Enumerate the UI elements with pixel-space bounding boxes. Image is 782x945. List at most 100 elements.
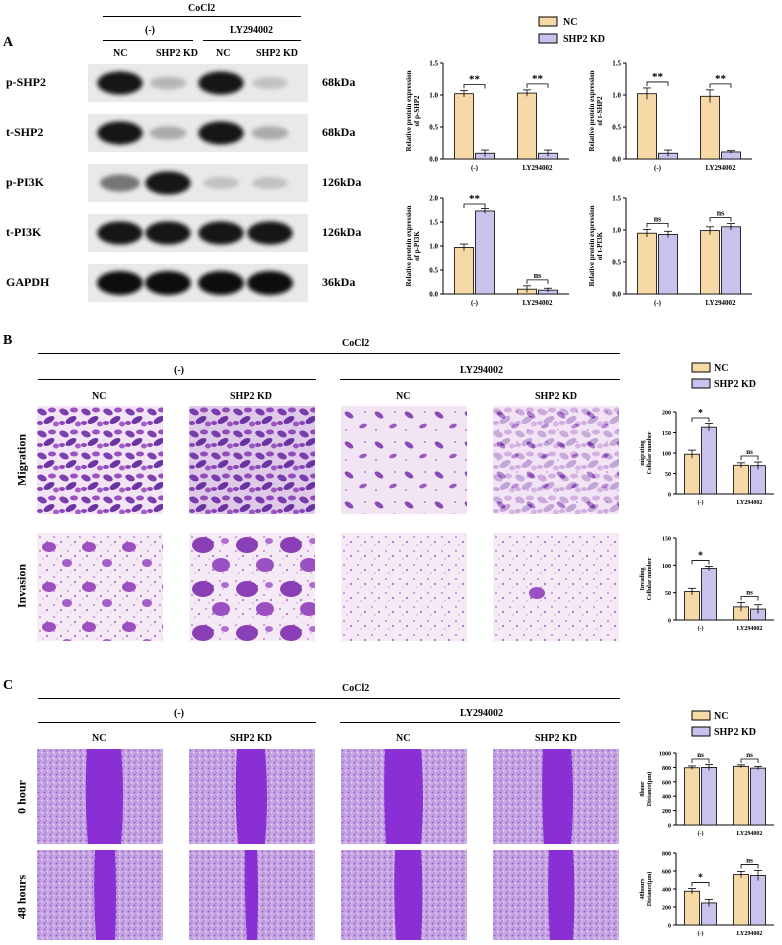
blot-strip (88, 114, 308, 152)
bar (637, 232, 657, 295)
x-tick-label: LY294002 (737, 831, 763, 837)
significance-mark: ns (746, 857, 753, 865)
x-tick-label: LY294002 (522, 299, 553, 307)
scratch-0h-neg-kd (189, 749, 315, 844)
y-axis-label-line: Distance(μm) (646, 772, 653, 806)
micrograph-invasion-ly-nc (341, 533, 467, 641)
y-tick-label: 1000 (659, 752, 671, 758)
bar (750, 767, 766, 826)
legend-label-nc: NC (563, 17, 577, 28)
blot-band (252, 176, 288, 190)
protein-label: p-PI3K (6, 175, 45, 189)
y-axis-label: 48hours Distance(μm) (640, 872, 653, 906)
y-tick-label: 0.0 (429, 156, 438, 164)
blot-band (251, 126, 289, 140)
blot-band (198, 121, 244, 145)
significance-mark: ns (746, 448, 753, 456)
significance-mark: ** (652, 71, 664, 83)
legend-a: NC SHP2 KD (538, 16, 605, 45)
significance-bracket (526, 83, 549, 88)
scratch-48h-neg-nc (37, 850, 163, 940)
significance-bracket (691, 560, 710, 565)
y-axis-label: 0hour Distance(μm) (640, 772, 653, 806)
y-axis-label-line: Distance(μm) (646, 872, 653, 906)
significance-bracket (646, 81, 669, 86)
y-axis-label-line: of p-PI3K (413, 231, 421, 261)
lane-label: NC (113, 48, 128, 59)
scratch-48h-neg-kd (189, 850, 315, 940)
y-axis-label-line: 48hours (640, 878, 646, 899)
cocl2-header-c: CoCl2 (342, 683, 370, 694)
y-tick-label: 0.5 (429, 124, 438, 132)
blot-strip (88, 214, 308, 252)
blot-band (145, 221, 191, 245)
micrograph-invasion-neg-kd (189, 533, 315, 641)
y-tick-label: 1.0 (612, 92, 621, 100)
micrograph-invasion-ly-kd (493, 533, 619, 641)
group-line-neg-a (103, 40, 193, 41)
significance-mark: * (698, 873, 703, 884)
bar-chart-0hour: 0 200 400 600 800 1000 0hour Distance(μm) (-) ns L… (640, 751, 774, 837)
y-axis-label-line: of t-SHP2 (596, 96, 604, 126)
bar (733, 464, 749, 495)
significance-bracket (740, 596, 759, 601)
micrograph-migration-neg-kd (189, 406, 315, 514)
legend-label-nc: NC (714, 363, 728, 374)
y-axis-label-line: of p-SHP2 (413, 95, 421, 126)
bar-chart-p-pi3k: 0.0 0.5 1.0 1.5 2.0 Relative protein expressi… (405, 193, 569, 307)
x-tick-label: LY294002 (737, 500, 763, 506)
blot-band (149, 126, 187, 140)
significance-bracket (709, 83, 732, 88)
kda-label: 36kDa (322, 275, 356, 289)
micrograph-invasion-neg-nc (37, 533, 163, 641)
kda-label: 126kDa (322, 175, 362, 189)
cocl2-line-a (103, 16, 301, 17)
column-label: NC (92, 733, 107, 744)
significance-bracket (740, 758, 759, 763)
lane-label: SHP2 KD (156, 48, 198, 59)
legend-label-kd: SHP2 KD (714, 379, 756, 390)
blot-band (97, 271, 143, 295)
significance-mark: ** (532, 73, 544, 85)
y-tick-label: 100 (662, 564, 671, 570)
blot-band (198, 221, 244, 245)
legend-swatch-kd (538, 33, 558, 44)
x-tick-label: LY294002 (705, 164, 736, 172)
y-tick-label: 1.0 (429, 92, 438, 100)
bar (701, 766, 717, 826)
bar (637, 93, 657, 160)
y-axis-label-line: Cellular number (647, 431, 653, 474)
micrograph-migration-neg-nc (37, 406, 163, 514)
significance-mark: * (698, 408, 703, 419)
blot-band (247, 271, 293, 295)
group-line-ly-a (203, 40, 301, 41)
bar-chart-48hours: 0 200 400 600 800 48hours Distance(μm) (-) * LY29… (640, 852, 774, 937)
column-label: NC (396, 391, 411, 402)
significance-mark: ** (715, 73, 727, 85)
bar (658, 234, 678, 295)
cocl2-line-b (38, 353, 620, 354)
group-line-neg-b (38, 379, 316, 380)
significance-mark: ns (746, 751, 753, 759)
protein-label: p-SHP2 (6, 75, 47, 89)
significance-mark: ** (469, 74, 481, 86)
group-label-ly-c: LY294002 (460, 708, 503, 719)
y-tick-label: 0 (668, 619, 671, 625)
significance-mark: * (698, 550, 703, 561)
column-label: SHP2 KD (535, 733, 577, 744)
y-tick-label: 800 (662, 766, 671, 772)
group-label-neg-c: (-) (174, 708, 184, 719)
y-tick-label: 800 (662, 852, 671, 858)
y-axis-label-line: migrating (640, 440, 646, 465)
y-axis-label-line: of t-PI3K (596, 231, 604, 260)
y-axis-label-line: 0hour (640, 781, 646, 797)
blot-strip (88, 64, 308, 102)
y-axis-label-line: Relative protein expression (588, 205, 596, 286)
bar-chart-t-pi3k: 0.0 0.5 1.0 1.5 Relative protein expression o… (588, 195, 752, 307)
micrograph-migration-ly-nc (341, 406, 467, 514)
y-tick-label: 150 (662, 537, 671, 543)
legend-label-kd: SHP2 KD (714, 727, 756, 738)
x-tick-label: LY294002 (737, 931, 763, 937)
lane-label: NC (216, 48, 231, 59)
bar (684, 453, 700, 495)
